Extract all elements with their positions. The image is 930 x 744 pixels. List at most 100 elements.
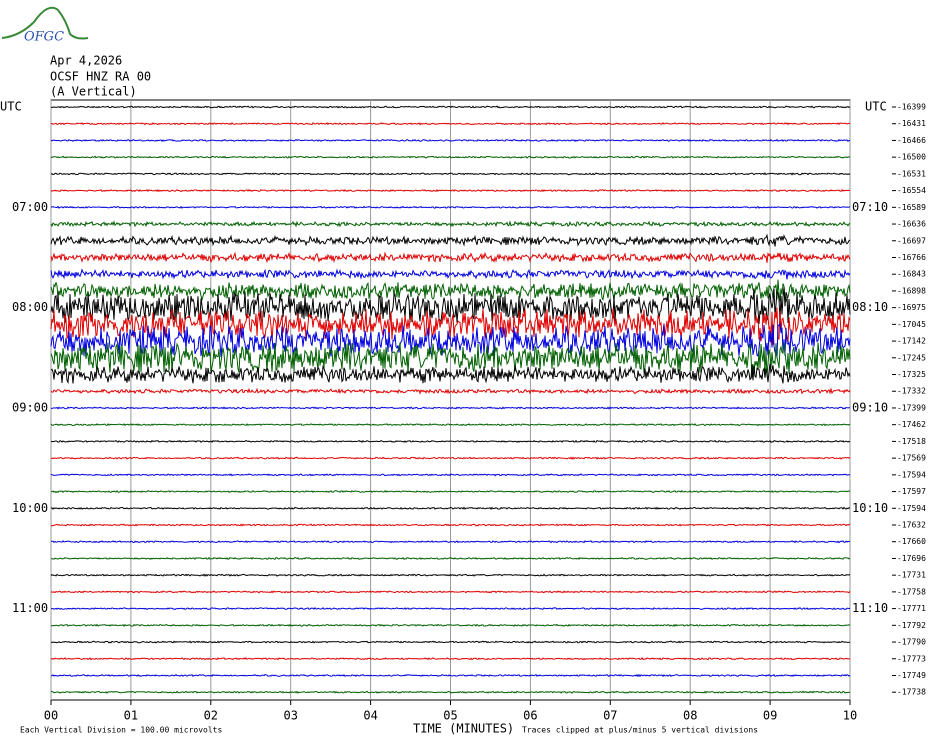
trace-offset-label: -17569 bbox=[897, 454, 926, 463]
trace bbox=[50, 690, 851, 694]
trace bbox=[50, 406, 851, 410]
right-time-label: 11:10 bbox=[852, 601, 888, 615]
trace bbox=[50, 640, 851, 644]
trace-offset-label: -17045 bbox=[897, 320, 926, 329]
trace-offset-label: -17594 bbox=[897, 504, 926, 513]
trace bbox=[50, 363, 851, 385]
trace-offset-label: -17773 bbox=[897, 654, 926, 663]
trace-offset-label: -16898 bbox=[897, 286, 926, 295]
trace bbox=[50, 439, 851, 444]
trace bbox=[50, 251, 851, 264]
trace bbox=[50, 523, 851, 527]
x-axis-label: TIME (MINUTES) bbox=[413, 722, 514, 736]
trace bbox=[50, 220, 851, 228]
trace-offset-label: -16843 bbox=[897, 270, 926, 279]
trace bbox=[50, 287, 851, 324]
trace-offset-label: -16975 bbox=[897, 303, 926, 312]
trace bbox=[50, 657, 851, 661]
trace-offset-label: -16766 bbox=[897, 253, 926, 262]
trace-offset-label: -16589 bbox=[897, 203, 926, 212]
title-line: (A Vertical) bbox=[50, 85, 137, 99]
trace bbox=[50, 138, 851, 143]
x-tick-label: 05 bbox=[443, 709, 457, 723]
trace-offset-label: -17758 bbox=[897, 587, 926, 596]
trace bbox=[50, 556, 851, 561]
x-tick-label: 00 bbox=[44, 709, 58, 723]
trace bbox=[50, 188, 851, 193]
trace-offset-label: -17245 bbox=[897, 353, 926, 362]
left-time-label: UTC bbox=[0, 100, 22, 114]
trace-offset-label: -17142 bbox=[897, 337, 926, 346]
trace-offset-label: -17632 bbox=[897, 521, 926, 530]
x-tick-label: 02 bbox=[204, 709, 218, 723]
trace-offset-label: -17594 bbox=[897, 470, 926, 479]
left-time-label: 07:00 bbox=[12, 200, 48, 214]
trace-offset-label: -17332 bbox=[897, 387, 926, 396]
trace bbox=[50, 122, 851, 126]
trace-offset-label: -16466 bbox=[897, 136, 926, 145]
trace bbox=[50, 423, 851, 427]
trace-offset-label: -16431 bbox=[897, 119, 926, 128]
trace bbox=[50, 623, 851, 627]
trace bbox=[50, 105, 851, 109]
trace bbox=[50, 205, 851, 209]
scale-note: Each Vertical Division = 100.00 microvol… bbox=[20, 726, 222, 735]
x-tick-label: 07 bbox=[603, 709, 617, 723]
trace bbox=[50, 279, 851, 303]
trace-offset-label: -17731 bbox=[897, 571, 926, 580]
trace-offset-label: -16500 bbox=[897, 153, 926, 162]
trace bbox=[50, 573, 851, 577]
trace-offset-label: -16531 bbox=[897, 169, 926, 178]
x-tick-label: 06 bbox=[523, 709, 537, 723]
trace bbox=[50, 307, 851, 345]
trace-offset-label: -17738 bbox=[897, 688, 926, 697]
trace bbox=[50, 268, 851, 280]
trace bbox=[50, 456, 851, 460]
title-line: OCSF HNZ RA 00 bbox=[50, 70, 151, 84]
x-tick-label: 10 bbox=[843, 709, 857, 723]
left-time-label: 09:00 bbox=[12, 400, 48, 414]
trace bbox=[50, 341, 851, 378]
trace-offset-label: -17597 bbox=[897, 487, 926, 496]
x-tick-label: 01 bbox=[124, 709, 138, 723]
trace-offset-label: -16636 bbox=[897, 220, 926, 229]
trace-offset-label: -17660 bbox=[897, 537, 926, 546]
trace bbox=[50, 322, 851, 359]
right-time-label: UTC bbox=[865, 100, 887, 114]
trace bbox=[50, 590, 851, 594]
right-time-label: 09:10 bbox=[852, 400, 888, 414]
trace-offset-label: -17790 bbox=[897, 638, 926, 647]
right-time-label: 08:10 bbox=[852, 300, 888, 314]
trace bbox=[50, 540, 851, 544]
trace-offset-label: -17518 bbox=[897, 437, 926, 446]
trace bbox=[50, 673, 851, 678]
trace bbox=[50, 506, 851, 510]
logo-text: OFGC bbox=[24, 30, 64, 45]
right-time-label: 07:10 bbox=[852, 200, 888, 214]
trace bbox=[50, 473, 851, 477]
trace-offset-label: -17749 bbox=[897, 671, 926, 680]
trace-offset-label: -17771 bbox=[897, 604, 926, 613]
trace bbox=[50, 490, 851, 494]
trace bbox=[50, 233, 851, 247]
trace bbox=[50, 155, 851, 159]
trace-offset-label: -17792 bbox=[897, 621, 926, 630]
left-time-label: 08:00 bbox=[12, 300, 48, 314]
left-time-label: 11:00 bbox=[12, 601, 48, 615]
left-time-label: 10:00 bbox=[12, 501, 48, 515]
trace-offset-label: -17462 bbox=[897, 420, 926, 429]
x-tick-label: 03 bbox=[283, 709, 297, 723]
x-tick-label: 04 bbox=[363, 709, 377, 723]
trace-offset-label: -16554 bbox=[897, 186, 926, 195]
trace bbox=[50, 387, 851, 395]
clip-note: Traces clipped at plus/minus 5 vertical … bbox=[522, 726, 758, 735]
trace-offset-label: -16399 bbox=[897, 103, 926, 112]
logo-curve bbox=[1, 6, 89, 40]
x-tick-label: 09 bbox=[763, 709, 777, 723]
trace-offset-label: -17696 bbox=[897, 554, 926, 563]
trace-offset-label: -17399 bbox=[897, 403, 926, 412]
x-tick-label: 08 bbox=[683, 709, 697, 723]
title-line: Apr 4,2026 bbox=[50, 54, 122, 68]
right-time-label: 10:10 bbox=[852, 501, 888, 515]
